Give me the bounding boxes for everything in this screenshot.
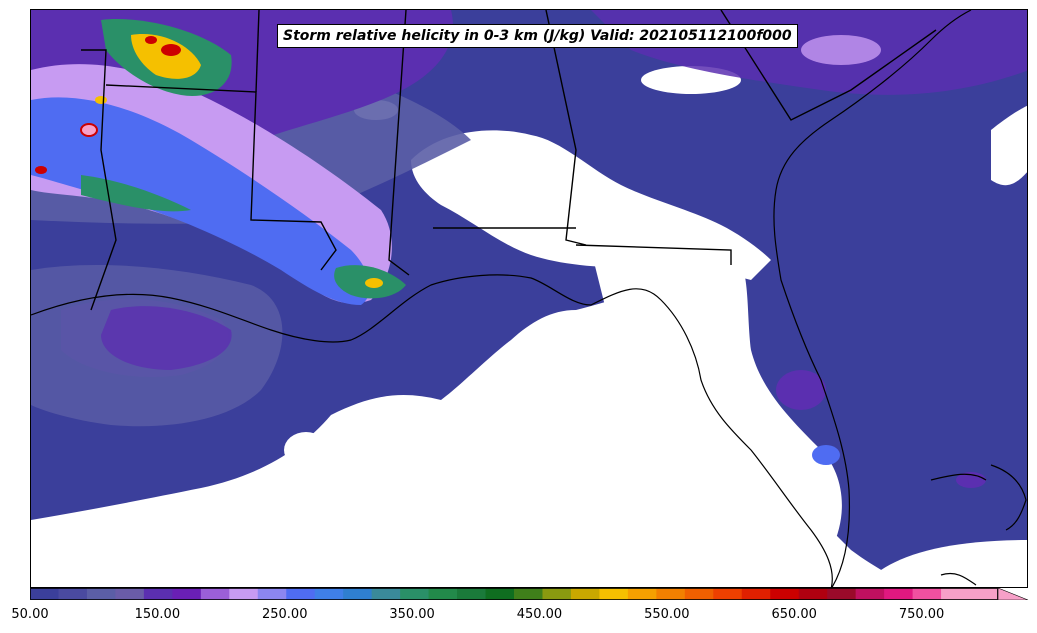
- colorbar-segment: [143, 588, 173, 600]
- colorbar-extend-arrow: [997, 588, 1029, 600]
- colorbar-segment: [172, 588, 202, 600]
- colorbar-tick-label: 250.00: [261, 607, 308, 622]
- colorbar-segment: [542, 588, 572, 600]
- colorbar-segment: [798, 588, 828, 600]
- colorbar-segment: [627, 588, 657, 600]
- state-line: [720, 10, 937, 121]
- colorbar-segment: [713, 588, 743, 600]
- colorbar-tick-label: 450.00: [516, 607, 563, 622]
- colorbar-segment: [884, 588, 914, 600]
- colorbar-segment: [400, 588, 430, 600]
- colorbar-segment: [257, 588, 287, 600]
- map-panel: Storm relative helicity in 0-3 km (J/kg)…: [30, 9, 1028, 588]
- state-line: [105, 84, 337, 271]
- coastlines: [31, 10, 1027, 587]
- helicity-band-higher: [31, 97, 370, 305]
- state-line: [255, 10, 260, 93]
- below-threshold-region-inland: [411, 130, 771, 280]
- state-line: [575, 244, 732, 265]
- state-line: [81, 49, 117, 311]
- colorbar-tick-label: 550.00: [644, 607, 690, 622]
- helicity-cell: [776, 370, 826, 410]
- colorbar-segment: [827, 588, 857, 600]
- colorbar-segment: [428, 588, 458, 600]
- bahamas-outline: [930, 473, 987, 481]
- helicity-band-extreme-nw: [131, 34, 201, 79]
- state-boundaries: [81, 10, 937, 311]
- colorbar-segment: [86, 588, 116, 600]
- colorbar-segment: [855, 588, 885, 600]
- bahamas-outline: [990, 464, 1027, 531]
- helicity-field: [31, 10, 1027, 587]
- helicity-peak-nw: [161, 44, 181, 56]
- colorbar-segment: [684, 588, 714, 600]
- gulf-coastline: [31, 274, 833, 587]
- colorbar-segment: [286, 588, 316, 600]
- map-title: Storm relative helicity in 0-3 km (J/kg)…: [277, 24, 798, 48]
- colorbar-segment: [514, 588, 543, 600]
- colorbar-segment: [599, 588, 629, 600]
- colorbar-segment: [656, 588, 686, 600]
- colorbar-segment: [30, 588, 59, 600]
- colorbar-segment: [371, 588, 401, 600]
- atlantic-coastline: [773, 10, 972, 587]
- colorbar-segment: [229, 588, 259, 600]
- helicity-peak-la: [365, 278, 383, 288]
- helicity-peak-max: [80, 123, 98, 137]
- helicity-cell: [812, 445, 840, 465]
- colorbar-segment: [200, 588, 230, 600]
- below-threshold-region-atlantic: [991, 105, 1027, 186]
- colorbar-tick-label: 750.00: [898, 607, 945, 622]
- colorbar-tick-label: 150.00: [134, 607, 181, 622]
- colorbar-segment: [343, 588, 373, 600]
- helicity-spot: [95, 96, 107, 104]
- colorbar-segment: [741, 588, 771, 600]
- colorbar-tick-label: 350.00: [389, 607, 435, 622]
- colorbar: [30, 588, 1029, 600]
- below-threshold-spot: [284, 432, 328, 468]
- colorbar-segment: [58, 588, 88, 600]
- colorbar-tick-label: 50.00: [11, 607, 49, 622]
- state-line: [388, 10, 410, 276]
- helicity-peak-nw: [145, 36, 157, 44]
- colorbar-segment: [969, 588, 999, 600]
- state-line: [545, 10, 587, 246]
- below-threshold-region-bahamas: [881, 540, 1027, 587]
- helicity-band-very-high: [81, 175, 191, 212]
- colorbar-segment: [912, 588, 942, 600]
- colorbar-tick-label: 650.00: [771, 607, 817, 622]
- below-threshold-region-florida: [591, 244, 842, 587]
- helicity-band-lowinterior: [101, 306, 232, 370]
- colorbar-segment: [570, 588, 600, 600]
- helicity-cell: [801, 35, 881, 65]
- colorbar-segment: [485, 588, 515, 600]
- colorbar-segment: [457, 588, 487, 600]
- colorbar-segment: [770, 588, 800, 600]
- colorbar-segment: [941, 588, 971, 600]
- colorbar-segment: [115, 588, 145, 600]
- colorbar-outline: [30, 588, 998, 600]
- cuba-outline: [940, 572, 977, 586]
- colorbar-segment: [314, 588, 344, 600]
- helicity-spot: [35, 166, 47, 174]
